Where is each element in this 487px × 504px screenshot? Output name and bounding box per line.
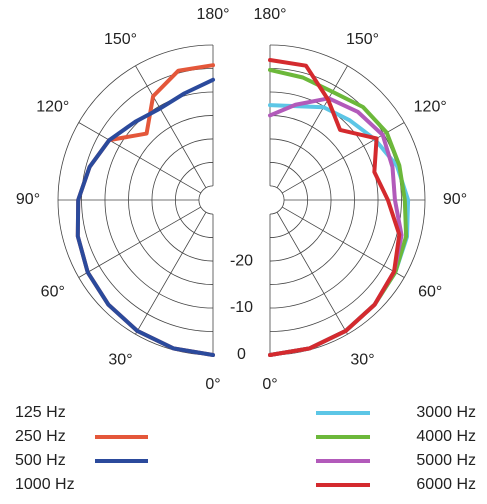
- angle-label: 0°: [205, 376, 220, 393]
- polar-curve: [268, 96, 404, 357]
- grid-spoke: [276, 65, 348, 188]
- r-tick-label: 0: [237, 346, 246, 363]
- angle-label: 30°: [350, 351, 374, 368]
- legend-label: 125 Hz: [15, 404, 66, 421]
- grid-spoke: [78, 122, 201, 194]
- angle-label: 0°: [262, 376, 277, 393]
- angle-label: 30°: [108, 351, 132, 368]
- grid-spoke: [276, 212, 348, 335]
- legend-label: 250 Hz: [15, 428, 66, 445]
- r-tick-label: -20: [230, 252, 253, 269]
- polar-curve: [75, 77, 215, 357]
- grid-spoke: [135, 212, 207, 335]
- legend-label: 3000 Hz: [416, 404, 476, 421]
- angle-label: 60°: [418, 284, 442, 301]
- angle-label: 180°: [253, 6, 286, 23]
- angle-label: 150°: [346, 31, 379, 48]
- polar-curve: [75, 63, 215, 357]
- angle-label: 90°: [16, 191, 40, 208]
- angle-label: 120°: [36, 99, 69, 116]
- legend-label: 500 Hz: [15, 452, 66, 469]
- grid-spoke: [135, 65, 207, 188]
- angle-label: 150°: [104, 31, 137, 48]
- polar-curve: [268, 58, 402, 357]
- angle-label: 90°: [443, 191, 467, 208]
- legend-label: 6000 Hz: [416, 476, 476, 493]
- r-tick-label: -10: [230, 299, 253, 316]
- angle-label: 120°: [414, 99, 447, 116]
- grid-ring: [198, 185, 214, 215]
- grid-ring: [269, 185, 285, 215]
- grid-spoke: [78, 206, 201, 278]
- legend-label: 4000 Hz: [416, 428, 476, 445]
- angle-label: 60°: [41, 284, 65, 301]
- legend-label: 5000 Hz: [416, 452, 476, 469]
- grid-spoke: [282, 206, 405, 278]
- legend-label: 1000 Hz: [15, 476, 75, 493]
- angle-label: 180°: [196, 6, 229, 23]
